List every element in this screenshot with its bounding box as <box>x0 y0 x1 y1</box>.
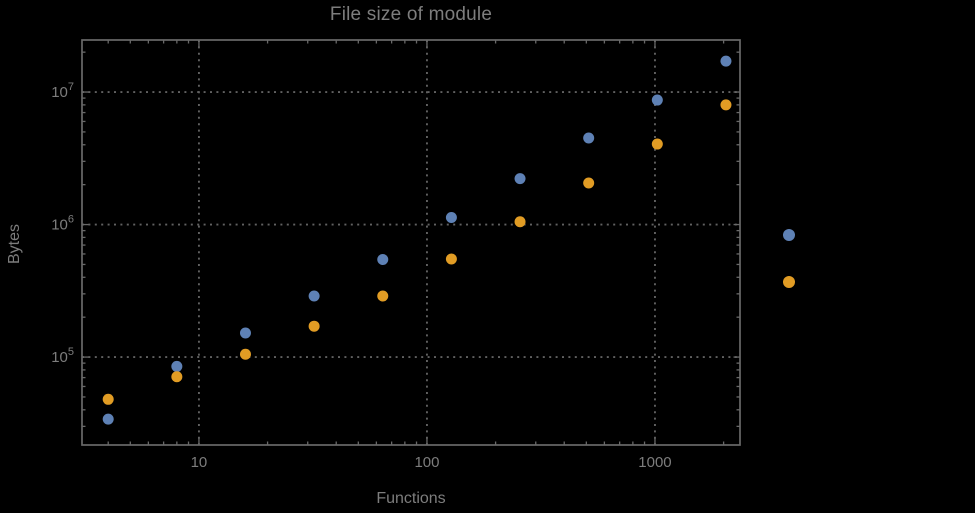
x-axis-label: Functions <box>376 490 446 507</box>
data-point-series-blue <box>239 327 251 339</box>
data-point-series-blue <box>102 413 114 425</box>
y-tick-label: 107 <box>51 81 74 101</box>
x-tick-label: 100 <box>414 454 439 471</box>
chart-title: File size of module <box>329 4 493 25</box>
legend-marker-blue <box>783 229 795 241</box>
data-point-series-blue <box>720 55 732 67</box>
y-axis-label: Bytes <box>6 224 23 265</box>
x-tick-label: 10 <box>191 454 208 471</box>
data-point-series-blue <box>171 360 183 372</box>
data-point-series-orange <box>377 290 389 302</box>
data-point-series-orange <box>102 393 114 405</box>
data-point-series-blue <box>651 94 663 106</box>
data-point-series-orange <box>583 177 595 189</box>
data-point-series-blue <box>377 253 389 265</box>
data-point-series-orange <box>171 371 183 383</box>
data-point-series-blue <box>514 173 526 185</box>
data-point-series-blue <box>308 290 320 302</box>
x-tick-label: 1000 <box>638 454 671 471</box>
data-point-series-blue <box>445 212 457 224</box>
y-tick-label: 105 <box>51 346 74 366</box>
data-point-series-orange <box>239 348 251 360</box>
data-point-series-orange <box>445 253 457 265</box>
plot-frame <box>81 39 741 446</box>
data-point-series-blue <box>583 132 595 144</box>
data-point-series-orange <box>308 320 320 332</box>
y-tick-label: 106 <box>51 214 74 234</box>
data-point-series-orange <box>514 216 526 228</box>
legend-marker-orange <box>783 276 795 288</box>
data-point-series-orange <box>651 138 663 150</box>
data-point-series-orange <box>720 99 732 111</box>
